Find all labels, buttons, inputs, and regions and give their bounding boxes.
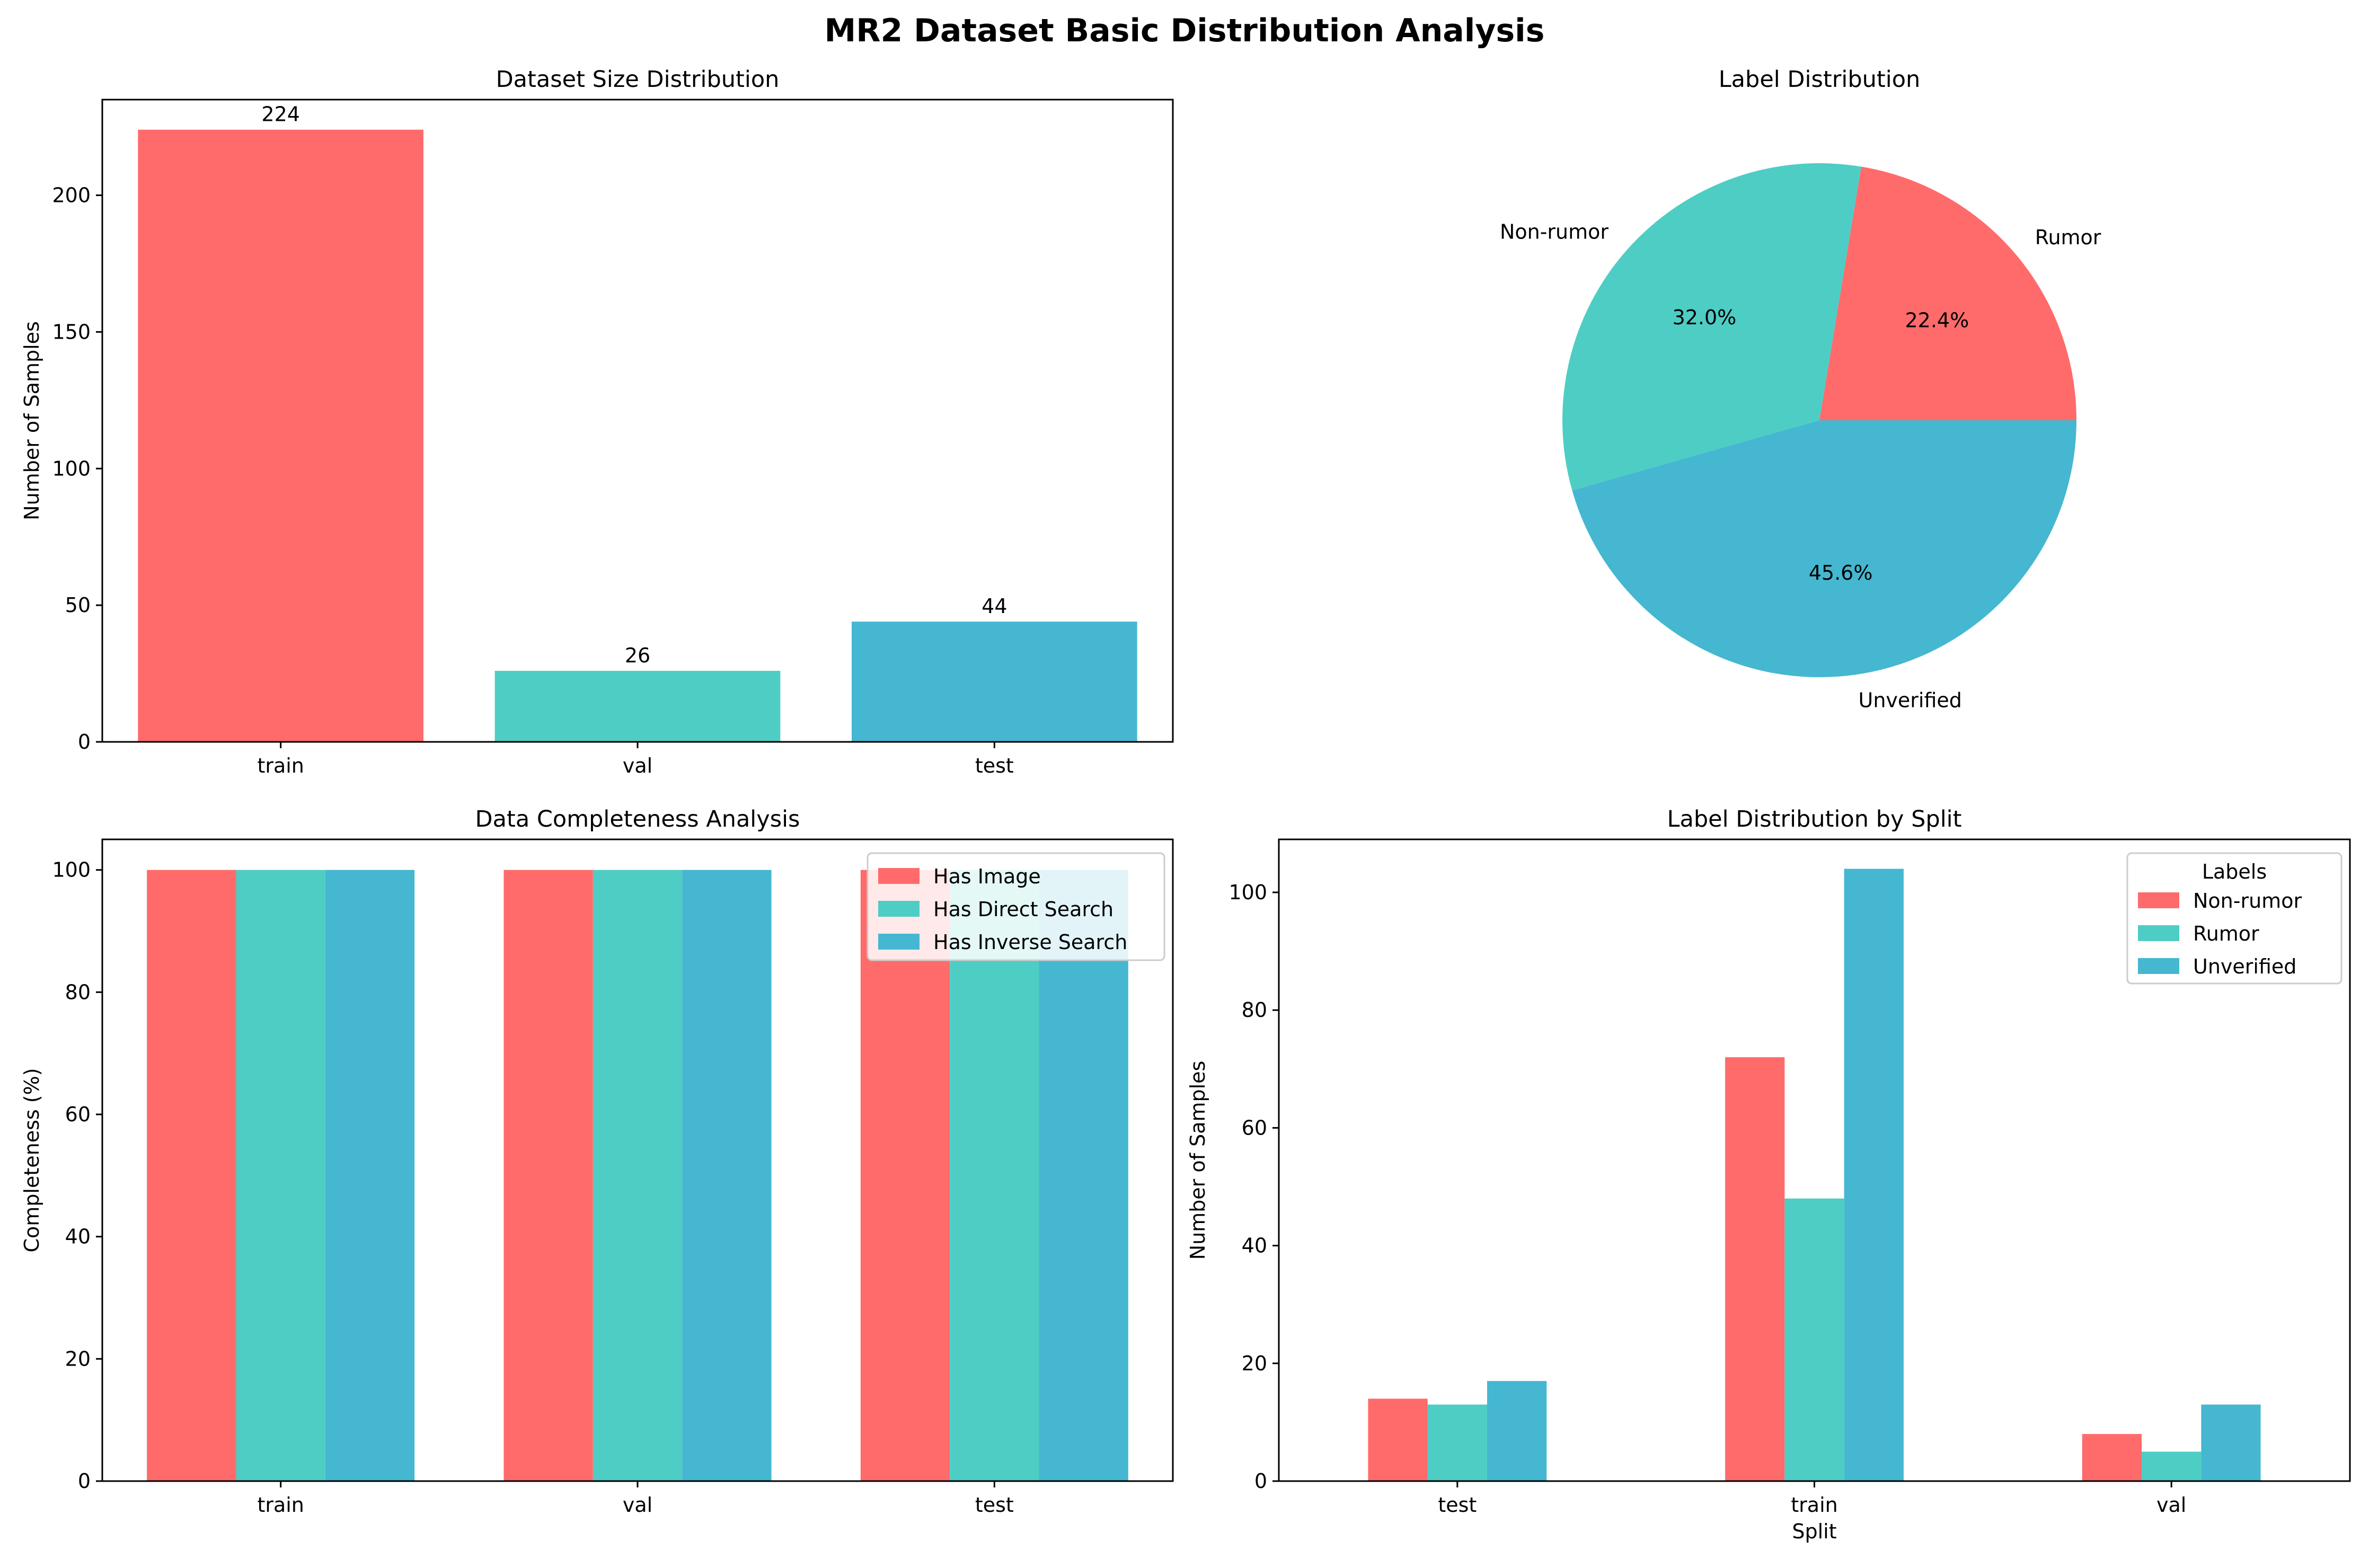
- bar-has-inverse-search-train: [325, 870, 415, 1481]
- bar-unverified-train: [1844, 869, 1904, 1481]
- y-tick-label: 100: [52, 858, 91, 882]
- legend-swatch: [878, 868, 920, 884]
- legend-swatch: [2138, 925, 2179, 941]
- bar-non-rumor-test: [1368, 1398, 1428, 1481]
- bar-unverified-test: [1487, 1381, 1547, 1481]
- x-tick-label: train: [257, 754, 304, 777]
- y-tick-label: 100: [52, 457, 91, 480]
- bar-has-direct-search-test: [950, 870, 1039, 1481]
- pie-slice-unverified: [1572, 420, 2076, 678]
- bar-non-rumor-train: [1725, 1057, 1785, 1481]
- bar-rumor-val: [2142, 1451, 2202, 1481]
- chart-title: Label Distribution: [1719, 66, 1921, 93]
- y-tick-label: 60: [1242, 1116, 1267, 1139]
- x-tick-label: test: [975, 754, 1014, 777]
- data-completeness-chart: Data Completeness Analysis 0 20 40 60 80 100 tr…: [20, 806, 1174, 1517]
- legend-swatch: [878, 934, 920, 950]
- bar-has-inverse-search-test: [1039, 870, 1128, 1481]
- data-label-train: 224: [261, 103, 300, 126]
- bar-val: [494, 670, 781, 742]
- x-tick-label: train: [257, 1493, 304, 1517]
- y-tick-label: 200: [52, 184, 91, 207]
- x-axis-label: Split: [1792, 1520, 1836, 1543]
- bar-train: [138, 129, 423, 742]
- pie-pct-label-rumor: 22.4%: [1905, 309, 1969, 332]
- x-tick-label: val: [623, 1493, 652, 1517]
- x-tick-label: test: [975, 1493, 1014, 1517]
- x-tick-label: val: [2156, 1493, 2186, 1517]
- y-tick-label: 40: [65, 1225, 91, 1248]
- chart-title: Label Distribution by Split: [1667, 806, 1962, 832]
- bar-has-image-train: [147, 870, 236, 1481]
- bar-unverified-val: [2201, 1404, 2261, 1481]
- legend-box: [867, 852, 1165, 961]
- bar-test: [852, 622, 1137, 742]
- legend-label: Unverified: [2193, 955, 2296, 978]
- pie-slice-rumor: [1819, 166, 2077, 420]
- legend-box: [2126, 852, 2343, 985]
- y-tick-label: 50: [65, 593, 91, 617]
- dataset-size-chart: Dataset Size Distribution 224 26 44 0 50 100 15…: [20, 66, 1174, 777]
- bar-rumor-test: [1427, 1404, 1487, 1481]
- legend-label: Has Inverse Search: [933, 931, 1127, 954]
- y-tick-label: 0: [78, 730, 91, 754]
- x-tick-label: train: [1791, 1493, 1837, 1517]
- legend-title: Labels: [2202, 860, 2267, 883]
- legend-label: Rumor: [2193, 922, 2259, 945]
- y-tick-label: 0: [1254, 1469, 1267, 1493]
- pie-pct-label-unverified: 45.6%: [1809, 561, 1873, 584]
- chart-title: Dataset Size Distribution: [496, 66, 780, 93]
- legend-swatch: [878, 901, 920, 917]
- legend-swatch: [2138, 958, 2179, 974]
- y-tick-label: 20: [65, 1347, 91, 1370]
- y-axis-label: Number of Samples: [1186, 1061, 1209, 1260]
- y-tick-label: 40: [1242, 1234, 1267, 1257]
- y-tick-label: 80: [65, 980, 91, 1004]
- pie-label-unverified: Unverified: [1859, 688, 1962, 712]
- pie-slice-non-rumor: [1562, 163, 1861, 491]
- chart-title: Data Completeness Analysis: [475, 806, 800, 832]
- y-axis-label: Number of Samples: [20, 321, 43, 520]
- y-tick-label: 60: [65, 1103, 91, 1126]
- bar-has-image-test: [860, 870, 950, 1481]
- data-label-test: 44: [982, 595, 1007, 618]
- bar-has-direct-search-val: [593, 870, 683, 1481]
- y-tick-label: 0: [78, 1469, 91, 1493]
- bar-non-rumor-val: [2082, 1434, 2142, 1481]
- legend-swatch: [2138, 892, 2179, 908]
- legend-label: Has Direct Search: [933, 898, 1113, 921]
- y-tick-label: 80: [1242, 998, 1267, 1022]
- label-distribution-pie: Label Distribution 22.4% Rumor 32.0% Non-rum…: [1500, 66, 2101, 712]
- bar-has-inverse-search-val: [682, 870, 772, 1481]
- legend-label: Has Image: [933, 865, 1041, 888]
- y-axis-label: Completeness (%): [20, 1068, 43, 1252]
- y-tick-label: 150: [52, 320, 91, 343]
- pie-pct-label-non-rumor: 32.0%: [1673, 306, 1737, 329]
- data-label-val: 26: [625, 644, 650, 667]
- x-tick-label: test: [1438, 1493, 1477, 1517]
- bar-has-direct-search-train: [236, 870, 325, 1481]
- bar-rumor-train: [1784, 1198, 1844, 1481]
- x-tick-label: val: [623, 754, 652, 777]
- pie-label-non-rumor: Non-rumor: [1500, 220, 1608, 244]
- legend: Labels Non-rumor Rumor Unverified: [2126, 852, 2343, 985]
- pie-label-rumor: Rumor: [2035, 226, 2101, 249]
- y-tick-label: 20: [1242, 1352, 1267, 1375]
- legend: Has Image Has Direct Search Has Inverse Se…: [867, 852, 1165, 961]
- label-by-split-chart: Label Distribution by Split 0 20 40 60 80 100 t…: [1186, 806, 2351, 1543]
- legend-label: Non-rumor: [2193, 889, 2302, 913]
- bar-has-image-val: [503, 870, 593, 1481]
- y-tick-label: 100: [1228, 881, 1267, 904]
- figure-title: MR2 Dataset Basic Distribution Analysis: [825, 12, 1545, 49]
